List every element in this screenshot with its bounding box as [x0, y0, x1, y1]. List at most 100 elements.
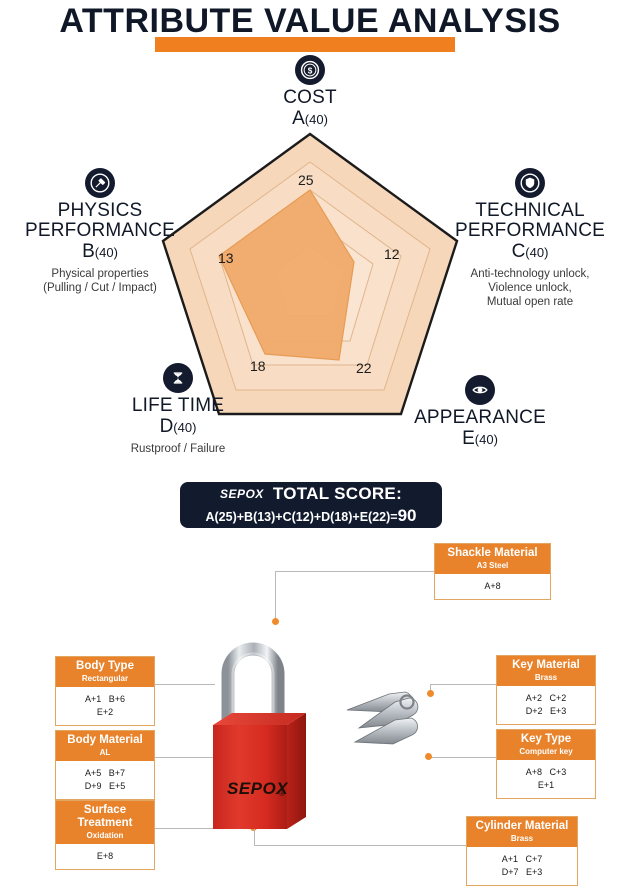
- axis-block-technical: TECHNICAL PERFORMANCE C(40) Anti-technol…: [440, 168, 620, 309]
- callout-subtitle: Rectangular: [81, 674, 129, 683]
- axis-code-appearance: E(40): [380, 428, 580, 450]
- callout-row: D+9 E+5: [84, 781, 126, 791]
- leader-line-cylinder-vertical: [254, 827, 255, 846]
- total-score-top-row: SEPOX TOTAL SCORE:: [220, 484, 402, 504]
- callout-body: A+1 C+7 D+7 E+3: [467, 847, 577, 885]
- callout-card-shackle-material[interactable]: Shackle Material A3 Steel A+8: [434, 543, 551, 600]
- padlock-image: SEPOX ®: [205, 612, 325, 842]
- title-underline-bar: [155, 37, 455, 52]
- callout-body: A+8 C+3 E+1: [497, 760, 595, 798]
- axis-block-appearance: APPEARANCE E(40): [380, 375, 580, 450]
- callout-header: Cylinder Material Brass: [467, 817, 577, 847]
- svg-text:®: ®: [279, 789, 285, 798]
- callout-card-body-material[interactable]: Body Material AL A+5 B+7 D+9 E+5: [55, 730, 155, 800]
- callout-title: Surface Treatment: [77, 804, 133, 829]
- leader-line-cylinder: [254, 845, 466, 846]
- callout-title: Shackle Material: [447, 547, 538, 559]
- total-score-formula-text: A(25)+B(13)+C(12)+D(18)+E(22)=: [205, 510, 398, 524]
- keys-svg: [346, 691, 419, 745]
- eye-icon: [465, 375, 495, 405]
- axis-desc-technical-line1: Anti-technology unlock,: [470, 268, 590, 280]
- callout-row: A+1 B+6: [84, 694, 126, 704]
- leader-line-keymaterial-vertical: [430, 684, 431, 693]
- hourglass-icon: [163, 363, 193, 393]
- leader-line-shackle-horizontal: [275, 571, 435, 572]
- callout-subtitle: Brass: [534, 673, 558, 682]
- axis-code-lifetime: D(40): [88, 416, 268, 438]
- axis-code-letter-appearance: E: [462, 428, 475, 449]
- callout-title: Key Material: [512, 659, 580, 671]
- svg-text:$: $: [308, 67, 313, 76]
- callout-card-surface-treatment[interactable]: Surface Treatment Oxidation E+8: [55, 800, 155, 870]
- callout-row: D+7 E+3: [501, 867, 543, 877]
- radar-chart-svg: [161, 132, 459, 416]
- axis-code-max-cost: (40): [304, 112, 328, 127]
- callout-subtitle: A3 Steel: [476, 561, 509, 570]
- svg-text:SEPOX: SEPOX: [227, 779, 289, 798]
- callout-card-key-type[interactable]: Key Type Computer key A+8 C+3 E+1: [496, 729, 596, 799]
- callout-card-cylinder-material[interactable]: Cylinder Material Brass A+1 C+7 D+7 E+3: [466, 816, 578, 886]
- axis-block-cost: $ COST A(40): [245, 55, 375, 130]
- callout-body: A+1 B+6 E+2: [56, 687, 154, 725]
- callout-row: E+1: [537, 780, 555, 790]
- callout-card-key-material[interactable]: Key Material Brass A+2 C+2 D+2 E+3: [496, 655, 596, 725]
- callout-body: A+5 B+7 D+9 E+5: [56, 761, 154, 799]
- axis-desc-technical-line2: Violence unlock,: [488, 282, 572, 294]
- radar-value-physics: 13: [218, 250, 234, 266]
- callout-body: A+2 C+2 D+2 E+3: [497, 686, 595, 724]
- total-score-badge: SEPOX TOTAL SCORE: A(25)+B(13)+C(12)+D(1…: [180, 482, 442, 528]
- callout-row: E+2: [96, 707, 114, 717]
- callout-header: Key Type Computer key: [497, 730, 595, 760]
- axis-title-physics-line2: PERFORMANCE: [25, 220, 175, 241]
- callout-dot-keytype: [425, 753, 432, 760]
- radar-value-cost: 25: [298, 172, 314, 188]
- callout-row: A+2 C+2: [525, 693, 567, 703]
- callout-card-body-type[interactable]: Body Type Rectangular A+1 B+6 E+2: [55, 656, 155, 726]
- axis-code-max-appearance: (40): [474, 432, 498, 447]
- total-score-label: TOTAL SCORE:: [272, 484, 403, 503]
- axis-desc-technical: Anti-technology unlock, Violence unlock,…: [440, 267, 620, 309]
- axis-title-technical-line2: PERFORMANCE: [455, 220, 605, 241]
- leader-line-bodymaterial: [155, 757, 225, 758]
- callout-title: Body Type: [76, 660, 134, 672]
- callout-subtitle: Computer key: [519, 747, 573, 756]
- padlock-svg: SEPOX ®: [213, 642, 306, 829]
- callout-dot-keymaterial: [427, 690, 434, 697]
- callout-row: A+1 C+7: [501, 854, 543, 864]
- keys-image: [345, 680, 440, 765]
- radar-value-technical: 12: [384, 246, 400, 262]
- callout-row: E+8: [96, 851, 114, 861]
- callout-title: Body Material: [67, 734, 143, 746]
- axis-block-physics: PHYSICS PERFORMANCE B(40) Physical prope…: [2, 168, 198, 295]
- total-score-value: 90: [397, 506, 417, 525]
- radar-value-appearance: 22: [356, 360, 372, 376]
- leader-line-keymaterial: [430, 684, 496, 685]
- callout-header: Body Type Rectangular: [56, 657, 154, 687]
- shield-icon: [515, 168, 545, 198]
- coin-dollar-icon: $: [295, 55, 325, 85]
- axis-desc-physics-line2: (Pulling / Cut / Impact): [43, 282, 157, 294]
- page-title: ATTRIBUTE VALUE ANALYSIS: [59, 2, 561, 40]
- axis-code-letter-cost: A: [292, 108, 305, 129]
- axis-code-letter-physics: B: [82, 241, 95, 262]
- sepox-logo: SEPOX: [219, 487, 264, 501]
- callout-body: E+8: [56, 844, 154, 869]
- callout-subtitle: Brass: [510, 834, 534, 843]
- axis-code-max-technical: (40): [525, 245, 549, 260]
- callout-body: A+8: [435, 574, 550, 599]
- leader-line-shackle-vertical: [275, 571, 276, 621]
- radar-value-lifetime: 18: [250, 358, 266, 374]
- leader-line-bodytype: [155, 684, 215, 685]
- axis-code-max-lifetime: (40): [173, 420, 197, 435]
- callout-title: Cylinder Material: [475, 820, 569, 832]
- callout-header: Key Material Brass: [497, 656, 595, 686]
- leader-line-keytype: [428, 757, 496, 758]
- axis-desc-physics: Physical properties (Pulling / Cut / Imp…: [2, 267, 198, 295]
- axis-code-physics: B(40): [2, 241, 198, 263]
- axis-block-lifetime: LIFE TIME D(40) Rustproof / Failure: [88, 363, 268, 456]
- radar-data-polygon: [218, 189, 355, 361]
- callout-row: A+8 C+3: [525, 767, 567, 777]
- axis-title-physics-line1: PHYSICS: [57, 200, 143, 221]
- axis-code-technical: C(40): [440, 241, 620, 263]
- callout-subtitle: AL: [99, 748, 111, 757]
